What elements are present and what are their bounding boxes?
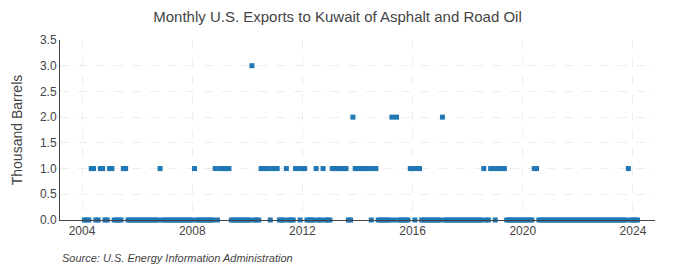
svg-text:2020: 2020	[509, 224, 536, 238]
svg-text:2012: 2012	[289, 224, 316, 238]
svg-text:0.0: 0.0	[40, 213, 57, 227]
svg-text:3.5: 3.5	[40, 33, 57, 47]
svg-text:Thousand Barrels: Thousand Barrels	[9, 75, 25, 186]
svg-text:3.0: 3.0	[40, 59, 57, 73]
svg-text:Monthly U.S. Exports to Kuwait: Monthly U.S. Exports to Kuwait of Asphal…	[153, 8, 522, 25]
svg-text:1.5: 1.5	[40, 136, 57, 150]
svg-text:2008: 2008	[179, 224, 206, 238]
svg-text:2.5: 2.5	[40, 85, 57, 99]
svg-text:2024: 2024	[620, 224, 647, 238]
svg-text:2004: 2004	[69, 224, 96, 238]
svg-text:2.0: 2.0	[40, 110, 57, 124]
svg-text:1.0: 1.0	[40, 162, 57, 176]
svg-text:Source: U.S. Energy Informatio: Source: U.S. Energy Information Administ…	[62, 252, 293, 264]
svg-text:2016: 2016	[399, 224, 426, 238]
svg-text:0.5: 0.5	[40, 187, 57, 201]
